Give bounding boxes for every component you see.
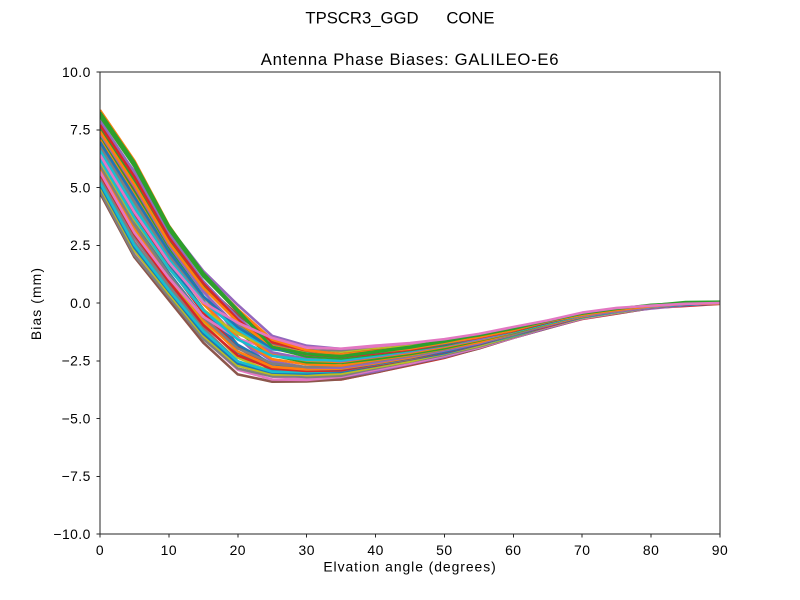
svg-text:10: 10: [161, 542, 177, 558]
svg-text:0.0: 0.0: [70, 295, 91, 311]
svg-text:5.0: 5.0: [70, 179, 91, 195]
svg-text:50: 50: [436, 542, 452, 558]
svg-text:7.5: 7.5: [70, 122, 91, 138]
svg-text:0: 0: [96, 542, 104, 558]
svg-text:−10.0: −10.0: [53, 526, 90, 542]
svg-text:Bias (mm): Bias (mm): [28, 267, 44, 340]
svg-text:Antenna Phase Biases: GALILEO-: Antenna Phase Biases: GALILEO-E6: [261, 50, 560, 69]
svg-text:20: 20: [230, 542, 246, 558]
svg-text:80: 80: [643, 542, 659, 558]
svg-text:2.5: 2.5: [70, 237, 91, 253]
svg-text:60: 60: [505, 542, 521, 558]
svg-text:90: 90: [712, 542, 728, 558]
svg-text:40: 40: [367, 542, 383, 558]
svg-text:10.0: 10.0: [62, 64, 91, 80]
svg-text:−7.5: −7.5: [62, 468, 91, 484]
svg-text:30: 30: [298, 542, 314, 558]
svg-text:TPSCR3_GGD CONE: TPSCR3_GGD CONE: [305, 9, 494, 28]
svg-text:70: 70: [574, 542, 590, 558]
svg-text:Elvation angle (degrees): Elvation angle (degrees): [323, 558, 496, 574]
svg-text:−5.0: −5.0: [62, 410, 91, 426]
svg-text:−2.5: −2.5: [62, 353, 91, 369]
